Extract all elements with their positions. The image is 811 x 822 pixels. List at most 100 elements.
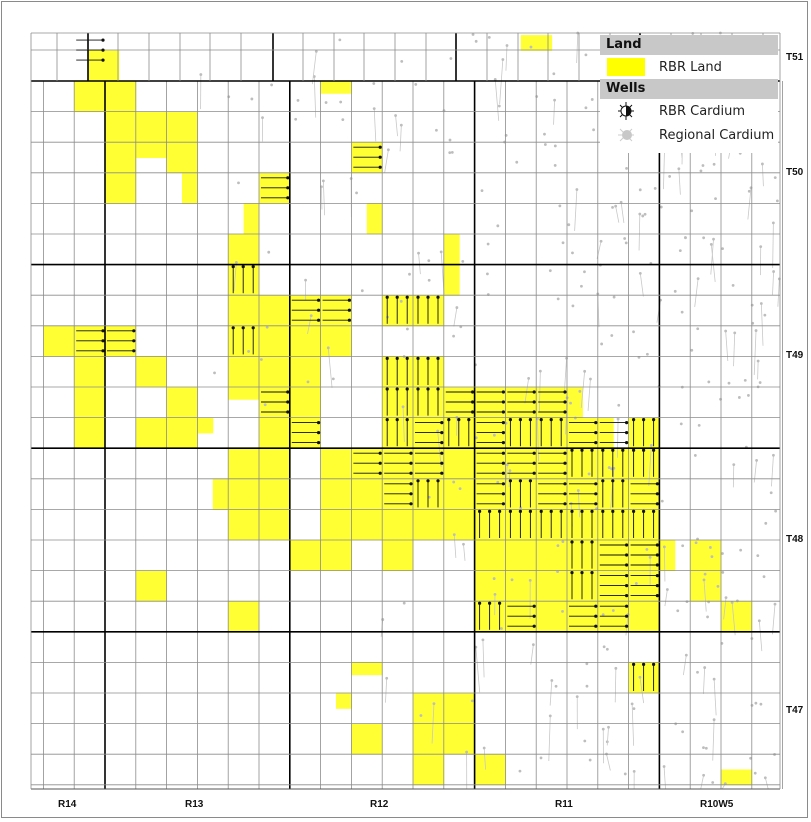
land-parcel — [259, 295, 291, 327]
regional-well — [427, 495, 431, 499]
regional-well — [679, 422, 683, 426]
township-label-t47: T47 — [786, 705, 804, 716]
rbr-well — [347, 318, 351, 322]
regional-well — [543, 143, 547, 146]
land-parcel — [228, 295, 260, 327]
rbr-well — [655, 553, 660, 557]
land-parcel — [351, 478, 383, 510]
regional-cardium-well-icon — [607, 125, 645, 145]
regional-well — [602, 645, 606, 649]
land-parcel — [182, 172, 198, 204]
rbr-well — [632, 448, 636, 452]
regional-well — [529, 45, 533, 49]
regional-well — [500, 627, 503, 630]
rbr-well — [590, 509, 594, 513]
regional-well — [471, 33, 475, 36]
regional-well-path — [399, 125, 402, 152]
regional-well — [772, 453, 775, 457]
land-parcel — [351, 509, 383, 541]
land-parcel — [351, 723, 383, 755]
land-parcel — [320, 478, 352, 510]
land-parcel — [43, 325, 75, 357]
land-parcel — [320, 509, 352, 541]
regional-well — [569, 401, 572, 405]
rbr-well — [286, 196, 290, 200]
land-parcel — [443, 693, 476, 725]
regional-well — [552, 72, 556, 76]
regional-well — [556, 544, 560, 548]
rbr-well — [611, 448, 615, 452]
rbr-well — [559, 509, 563, 513]
regional-well — [515, 160, 519, 164]
regional-well — [449, 57, 453, 60]
regional-well — [662, 545, 666, 549]
map-legend: Land RBR Land Wells RBR Cardium Regional… — [600, 35, 778, 153]
regional-well — [406, 327, 409, 331]
regional-well — [508, 469, 512, 473]
regional-well — [638, 675, 642, 679]
regional-well — [690, 209, 694, 213]
regional-well — [321, 179, 325, 183]
regional-well — [737, 396, 741, 399]
rbr-well — [501, 492, 505, 496]
regional-well — [754, 329, 758, 332]
rbr-well — [101, 48, 105, 52]
regional-well — [610, 334, 614, 337]
regional-well-path — [327, 347, 333, 388]
rbr-well — [652, 418, 656, 422]
rbr-well — [580, 540, 584, 544]
regional-well — [764, 521, 768, 525]
land-parcel — [474, 754, 506, 786]
land-parcel — [243, 203, 260, 235]
regional-well — [724, 329, 728, 333]
regional-well — [427, 259, 431, 263]
regional-well — [762, 575, 766, 579]
regional-well — [386, 148, 390, 152]
regional-well — [634, 582, 638, 585]
regional-well — [677, 167, 681, 171]
rbr-well — [625, 431, 629, 435]
rbr-well — [570, 509, 574, 513]
regional-well-path — [563, 358, 567, 395]
regional-well — [267, 250, 271, 254]
rbr-well — [563, 471, 567, 475]
rbr-well — [655, 594, 660, 598]
regional-well-path — [664, 589, 668, 607]
regional-well-path — [385, 678, 388, 703]
rbr-well — [642, 509, 646, 513]
land-parcel — [166, 417, 198, 449]
regional-well — [681, 730, 685, 734]
regional-well — [448, 151, 452, 155]
rbr-well — [601, 509, 605, 513]
land-parcel — [135, 111, 168, 143]
rbr-well — [563, 502, 567, 506]
regional-well-path — [771, 455, 774, 487]
regional-well — [755, 458, 758, 462]
rbr-well — [478, 601, 482, 605]
regional-well — [703, 572, 707, 576]
regional-well — [510, 578, 514, 582]
land-parcel — [536, 601, 568, 633]
regional-well-path — [610, 468, 615, 509]
regional-well-path — [537, 418, 539, 462]
regional-well — [643, 212, 647, 216]
regional-well — [668, 175, 672, 178]
land-parcel — [135, 142, 168, 158]
land-parcel — [505, 540, 537, 572]
rbr-well — [501, 482, 505, 486]
rbr-well — [416, 387, 420, 391]
rbr-well — [501, 451, 505, 455]
rbr-well — [642, 448, 646, 452]
regional-well — [213, 371, 216, 375]
legend-label: RBR Cardium — [659, 103, 746, 119]
regional-well — [617, 403, 621, 407]
regional-well — [452, 334, 455, 338]
regional-well — [611, 609, 615, 612]
regional-well-path — [762, 163, 764, 187]
regional-well — [417, 251, 420, 255]
regional-well — [719, 397, 722, 401]
regional-well-path — [587, 378, 591, 411]
regional-well — [548, 269, 552, 273]
regional-well — [531, 643, 535, 647]
regional-well — [401, 405, 405, 409]
